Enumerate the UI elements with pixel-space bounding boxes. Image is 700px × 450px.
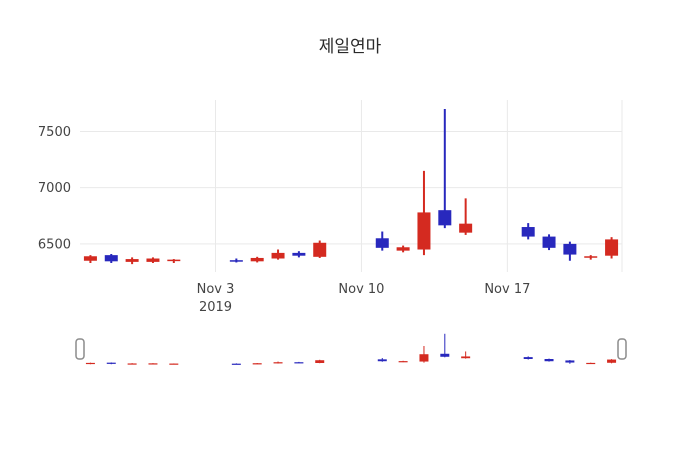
mini-candle-body — [85, 362, 95, 365]
candle-body[interactable] — [313, 242, 327, 257]
candle-body[interactable] — [104, 255, 118, 262]
y-tick-label: 7000 — [38, 181, 71, 196]
candle-body[interactable] — [83, 256, 97, 261]
rangeslider-track[interactable] — [80, 330, 622, 368]
candle-body[interactable] — [167, 259, 181, 262]
candle-body[interactable] — [605, 239, 619, 256]
x-tick-label: Nov 3 — [197, 282, 235, 297]
x-tick-label: Nov 17 — [484, 282, 530, 297]
x-tick-label: 2019 — [199, 300, 232, 315]
mini-candle-body — [273, 362, 283, 364]
mini-candle-body — [419, 354, 429, 362]
mini-candle-body — [565, 360, 575, 363]
candle-body[interactable] — [438, 210, 452, 226]
mini-candle-body — [106, 362, 116, 364]
mini-candle-body — [398, 361, 408, 363]
mini-candle-body — [544, 359, 554, 362]
rangeslider-handle-left[interactable] — [75, 338, 85, 360]
mini-candle-body — [127, 363, 137, 365]
y-tick-label: 7500 — [38, 125, 71, 140]
candle-body[interactable] — [542, 236, 556, 248]
chart-title: 제일연마 — [318, 37, 382, 57]
candle-body[interactable] — [375, 238, 389, 248]
candle-body[interactable] — [250, 257, 264, 262]
candle-body[interactable] — [563, 243, 577, 255]
mini-candle-body — [523, 357, 533, 359]
mini-candle-body — [169, 363, 179, 365]
mini-candle-body — [607, 359, 617, 363]
candle-body[interactable] — [271, 252, 285, 259]
candle-body[interactable] — [125, 259, 139, 262]
candle-body[interactable] — [292, 252, 306, 256]
mini-candle-body — [294, 362, 304, 364]
mini-candle-body — [440, 353, 450, 357]
candle-body[interactable] — [396, 247, 410, 251]
rangeslider-handle-right[interactable] — [617, 338, 627, 360]
mini-candle-body — [148, 363, 158, 365]
mini-candle-body — [315, 360, 325, 363]
x-tick-label: Nov 10 — [338, 282, 384, 297]
y-tick-label: 6500 — [38, 237, 71, 252]
mini-candle-body — [586, 362, 596, 365]
mini-candle-body — [461, 356, 471, 359]
candle-body[interactable] — [229, 260, 243, 262]
candle-body[interactable] — [584, 256, 598, 258]
mini-candle-body — [252, 363, 262, 365]
mini-candle-body — [377, 359, 387, 362]
candle-body[interactable] — [459, 223, 473, 233]
candle-body[interactable] — [521, 227, 535, 237]
candle-body[interactable] — [417, 212, 431, 250]
plot-drag-area[interactable] — [80, 100, 622, 272]
candle-body[interactable] — [146, 258, 160, 262]
mini-candle-body — [231, 363, 241, 365]
